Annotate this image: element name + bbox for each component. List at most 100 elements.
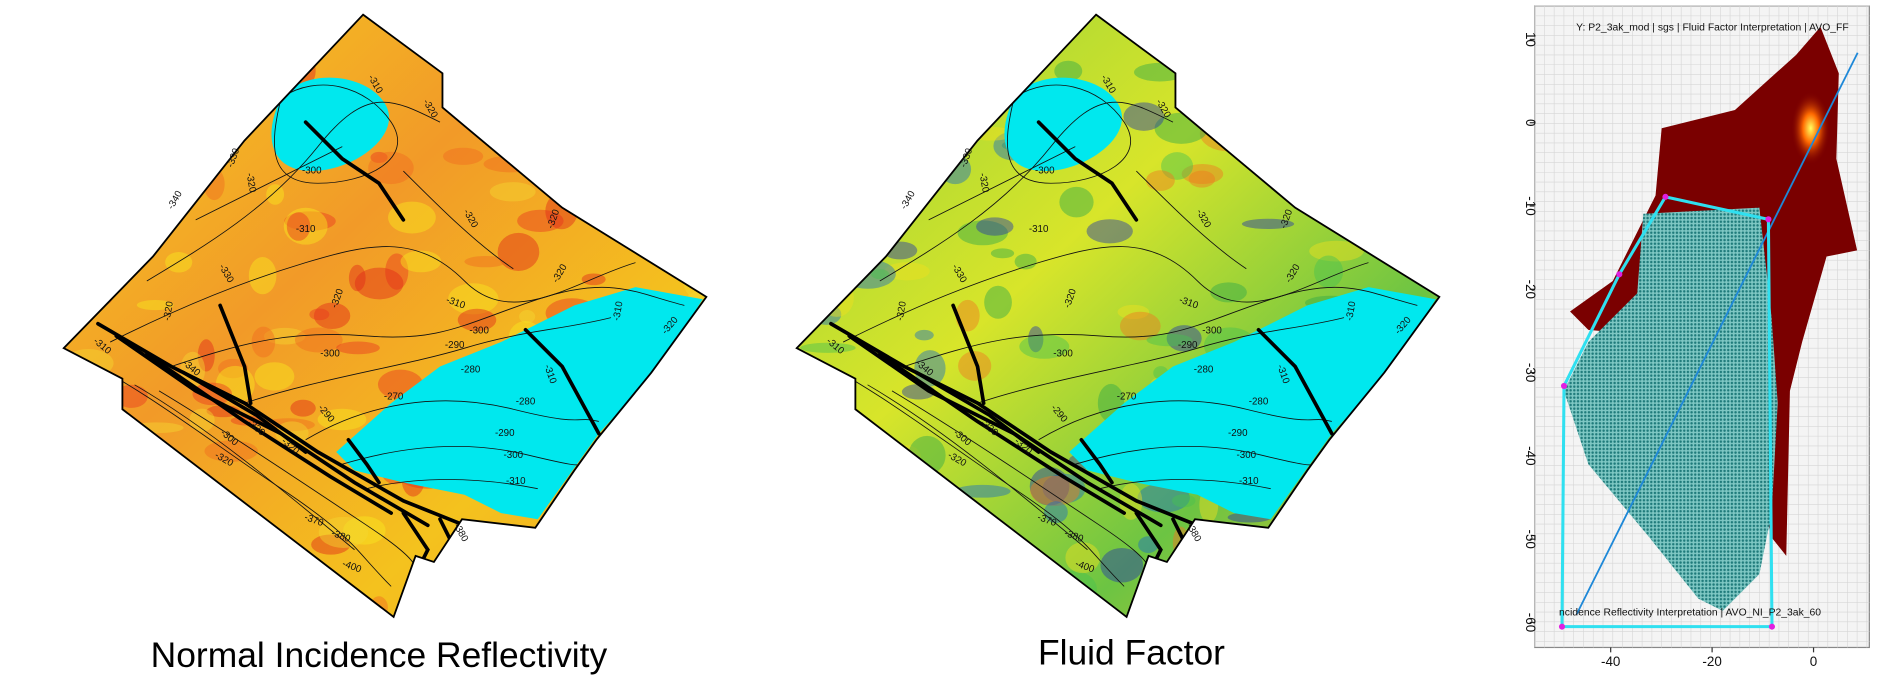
polygon-vertex <box>1560 382 1568 389</box>
texture-blob <box>1351 138 1400 173</box>
texture-blob <box>865 487 887 524</box>
texture-blob <box>63 21 93 35</box>
texture-blob <box>1321 102 1379 125</box>
texture-blob <box>129 422 184 434</box>
texture-blob <box>852 434 898 464</box>
texture-blob <box>1065 542 1100 574</box>
texture-blob <box>448 283 499 315</box>
texture-blob <box>497 232 540 272</box>
texture-blob <box>254 362 295 391</box>
texture-blob <box>1317 537 1372 557</box>
texture-blob <box>1145 170 1175 191</box>
texture-blob <box>819 278 854 317</box>
texture-blob <box>664 425 706 459</box>
y-tick-label: -40 <box>1523 446 1538 465</box>
texture-blob <box>1410 584 1431 613</box>
texture-blob <box>666 347 707 365</box>
texture-blob <box>535 65 564 87</box>
texture-blob <box>1030 475 1080 506</box>
contour-line <box>867 384 1088 551</box>
texture-blob <box>990 248 1015 259</box>
texture-blob <box>1029 467 1070 506</box>
contour-line <box>977 317 1345 404</box>
contour-line <box>904 286 1418 367</box>
contour-label: -280 <box>461 365 481 376</box>
fault-line <box>276 71 296 88</box>
texture-blob <box>1059 186 1094 218</box>
texture-blob <box>882 241 918 260</box>
texture-blob <box>975 591 999 610</box>
contour-label: -310 <box>1029 224 1049 235</box>
texture-blob <box>615 514 649 535</box>
contour-line <box>273 84 398 184</box>
texture-blob <box>606 171 651 195</box>
texture-blob <box>1336 429 1384 443</box>
texture-blob <box>530 554 556 593</box>
contour-label: -290 <box>1178 340 1198 351</box>
fault-line <box>303 120 406 222</box>
texture-blob <box>1343 133 1367 172</box>
contour-line <box>1038 400 1332 441</box>
contour-label: -340 <box>899 189 919 212</box>
texture-blob <box>517 576 568 593</box>
x-tick-label: 0 <box>1810 654 1817 669</box>
texture-blob <box>218 358 249 379</box>
texture-blob <box>369 596 388 617</box>
texture-blob <box>470 547 486 584</box>
crossplot: -40 -20 0 10 0 -10 -20 -30 -40 -50 -60 Y: P2_3ak_mo… <box>1523 5 1870 669</box>
contour-line <box>305 400 599 441</box>
contour-label: -320 <box>895 300 909 322</box>
texture-blob <box>1310 41 1345 69</box>
polygon-vertex <box>1662 193 1669 200</box>
texture-blob <box>1285 36 1305 52</box>
texture-blob <box>598 489 650 522</box>
texture-blob <box>1430 595 1440 617</box>
texture-blob <box>519 310 536 324</box>
y-tick-label: -30 <box>1523 363 1538 382</box>
fault-line <box>218 303 253 405</box>
fault-line <box>1009 71 1029 88</box>
texture-blob <box>954 484 1011 498</box>
contour-line <box>244 317 612 404</box>
texture-blob <box>636 469 685 492</box>
texture-blob <box>1043 501 1068 524</box>
map-caption: Fluid Factor <box>1038 633 1225 673</box>
density-peak <box>1791 91 1831 165</box>
texture-blob <box>1371 97 1401 109</box>
texture-blob <box>649 485 670 511</box>
texture-blob <box>958 351 992 381</box>
texture-blob <box>910 142 931 163</box>
cyan-zone <box>1004 77 1122 172</box>
contour-label: -300 <box>1202 326 1222 337</box>
polygon-vertex <box>1616 271 1623 278</box>
texture-blob <box>667 578 685 591</box>
texture-blob <box>553 68 609 103</box>
texture-blob <box>354 267 404 300</box>
texture-blob <box>815 67 835 78</box>
contour-label: -310 <box>611 300 625 322</box>
texture-blob <box>1228 136 1244 148</box>
texture-blob <box>1251 14 1282 42</box>
y-tick-label: 10 <box>1523 32 1538 47</box>
contour-label: -300 <box>1053 349 1073 360</box>
texture-blob <box>168 55 196 85</box>
texture-blob <box>69 592 93 617</box>
contour-label: -300 <box>504 450 524 461</box>
contour-label: -300 <box>1035 165 1055 176</box>
fault-line <box>1079 437 1114 485</box>
texture-blob <box>568 546 624 577</box>
contour-label: -310 <box>296 224 316 235</box>
texture-blob <box>1181 163 1224 185</box>
texture-blob <box>317 408 367 431</box>
texture-blob <box>1207 53 1247 91</box>
texture-blob <box>819 402 838 426</box>
texture-blob <box>642 525 700 544</box>
contour-label: -320 <box>244 172 258 194</box>
contour-line <box>1099 479 1271 490</box>
fault-line <box>523 328 601 436</box>
texture-blob <box>192 382 233 406</box>
texture-blob <box>175 496 206 536</box>
contour-label: -290 <box>1228 428 1248 439</box>
texture-blob <box>63 371 108 387</box>
texture-blob <box>593 178 622 192</box>
